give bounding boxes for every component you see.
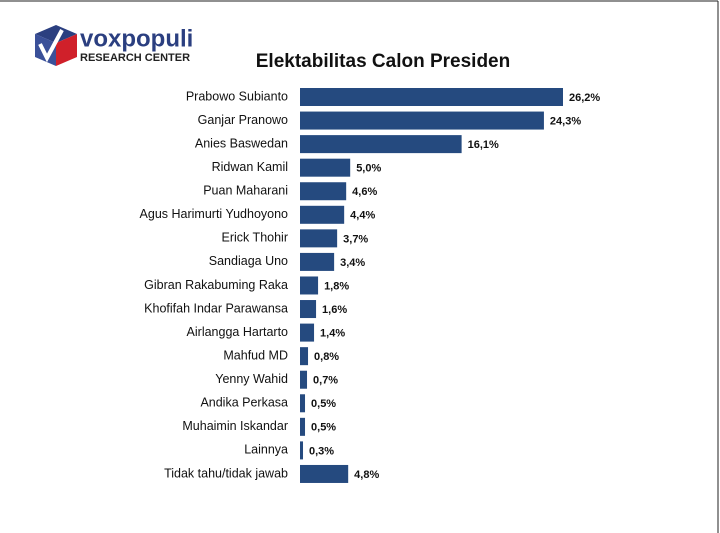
category-label: Sandiaga Uno bbox=[209, 254, 288, 268]
logo-tagline: RESEARCH CENTER bbox=[80, 52, 190, 64]
bar bbox=[300, 205, 345, 224]
value-label: 26,2% bbox=[569, 92, 600, 104]
value-label: 0,8% bbox=[314, 351, 339, 363]
value-label: 4,4% bbox=[350, 210, 375, 222]
category-label: Puan Maharani bbox=[203, 184, 288, 198]
category-label: Yenny Wahid bbox=[215, 372, 288, 386]
category-label: Prabowo Subianto bbox=[186, 89, 288, 103]
category-label: Lainnya bbox=[244, 443, 288, 457]
category-label: Erick Thohir bbox=[222, 231, 288, 245]
value-label: 3,7% bbox=[343, 233, 368, 245]
value-label: 24,3% bbox=[550, 115, 581, 127]
bar bbox=[300, 111, 544, 130]
logo-icon bbox=[35, 25, 77, 66]
value-label: 3,4% bbox=[340, 257, 365, 269]
category-label: Tidak tahu/tidak jawab bbox=[164, 466, 288, 480]
bar bbox=[300, 323, 315, 342]
bar bbox=[300, 88, 563, 106]
logo-name: voxpopuli bbox=[80, 25, 193, 52]
value-label: 0,7% bbox=[313, 375, 338, 387]
bar bbox=[300, 417, 306, 436]
value-label: 1,4% bbox=[320, 328, 345, 340]
value-label: 1,8% bbox=[324, 280, 349, 292]
chart-title: Elektabilitas Calon Presiden bbox=[256, 51, 510, 72]
value-label: 1,6% bbox=[322, 304, 347, 316]
bar bbox=[300, 182, 347, 201]
bar bbox=[300, 135, 462, 154]
value-label: 0,3% bbox=[309, 445, 334, 457]
bar bbox=[300, 229, 338, 248]
bar bbox=[300, 441, 304, 460]
category-label: Khofifah Indar Parawansa bbox=[144, 301, 288, 315]
value-label: 4,6% bbox=[352, 186, 377, 198]
category-label: Mahfud MD bbox=[223, 348, 288, 362]
value-label: 0,5% bbox=[311, 422, 336, 434]
value-label: 5,0% bbox=[356, 163, 381, 175]
value-label: 16,1% bbox=[468, 139, 499, 151]
bar bbox=[300, 252, 335, 271]
bar bbox=[300, 276, 319, 295]
category-label: Andika Perkasa bbox=[200, 396, 288, 410]
bar bbox=[300, 158, 351, 177]
bar bbox=[300, 394, 306, 413]
value-label: 4,8% bbox=[354, 469, 379, 481]
bar bbox=[300, 464, 349, 483]
category-label: Ganjar Pranowo bbox=[198, 113, 288, 127]
category-label: Ridwan Kamil bbox=[212, 160, 288, 174]
bar bbox=[300, 370, 308, 389]
value-label: 0,5% bbox=[311, 398, 336, 410]
category-label: Gibran Rakabuming Raka bbox=[144, 278, 288, 292]
bar bbox=[300, 300, 317, 319]
category-label: Agus Harimurti Yudhoyono bbox=[140, 207, 289, 221]
category-label: Muhaimin Iskandar bbox=[182, 419, 288, 433]
bar bbox=[300, 347, 309, 366]
category-label: Airlangga Hartarto bbox=[187, 325, 288, 339]
category-label: Anies Baswedan bbox=[195, 136, 288, 150]
